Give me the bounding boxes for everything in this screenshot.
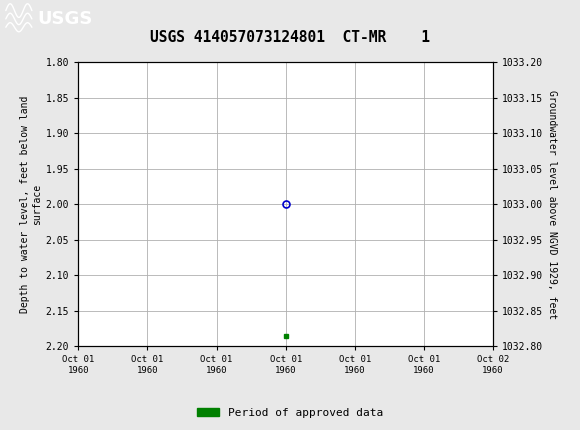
Text: USGS: USGS bbox=[38, 10, 93, 28]
Y-axis label: Groundwater level above NGVD 1929, feet: Groundwater level above NGVD 1929, feet bbox=[548, 90, 557, 319]
Y-axis label: Depth to water level, feet below land
surface: Depth to water level, feet below land su… bbox=[20, 95, 42, 313]
Text: USGS 414057073124801  CT-MR    1: USGS 414057073124801 CT-MR 1 bbox=[150, 30, 430, 45]
Legend: Period of approved data: Period of approved data bbox=[193, 403, 387, 422]
